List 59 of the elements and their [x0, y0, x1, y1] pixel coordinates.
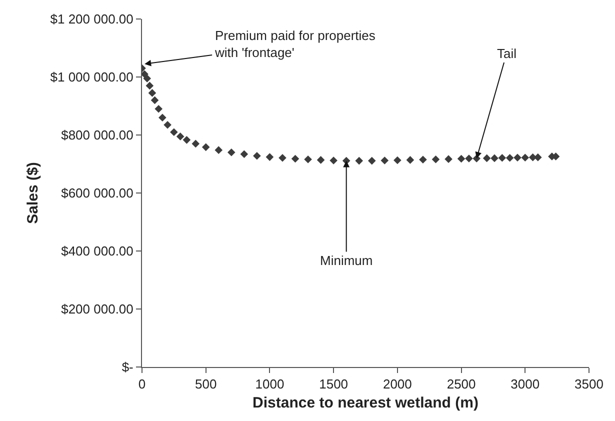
x-tick-label: 2500	[446, 376, 476, 392]
point	[514, 154, 522, 162]
point	[419, 156, 427, 164]
point	[330, 156, 338, 164]
x-tick-label: 1500	[319, 376, 348, 392]
x-tick-label: 0	[138, 376, 146, 392]
point	[304, 155, 312, 164]
point	[150, 96, 159, 104]
y-tick-label: $-	[122, 360, 134, 375]
point	[498, 154, 506, 162]
point	[154, 105, 162, 113]
point	[406, 156, 414, 164]
x-axis-title: Distance to nearest wetland (m)	[252, 394, 478, 412]
x-tick-label: 3500	[574, 376, 604, 392]
annotation: Minimum	[320, 253, 373, 268]
point	[394, 156, 402, 164]
point	[158, 114, 166, 122]
point	[240, 150, 248, 158]
annotation: Tail	[497, 46, 517, 61]
point	[355, 156, 364, 165]
point	[253, 152, 261, 160]
point	[146, 82, 154, 90]
point	[192, 140, 200, 148]
point	[380, 156, 389, 164]
point	[368, 156, 376, 165]
point	[266, 153, 274, 161]
point	[521, 154, 530, 162]
point	[143, 74, 152, 82]
point	[278, 154, 286, 162]
point	[214, 146, 223, 154]
point	[444, 155, 452, 163]
y-axis-title: Sales ($)	[24, 162, 42, 224]
point	[482, 154, 491, 162]
point	[148, 89, 156, 97]
point	[164, 120, 172, 129]
annotation: Premium paid for properties with 'frontage'	[214, 28, 376, 60]
y-tick-label: $400 000.00	[61, 244, 134, 259]
y-tick-label: $1 200 000.00	[50, 12, 134, 27]
y-tick-label: $200 000.00	[61, 302, 134, 317]
y-tick-label: $800 000.00	[61, 128, 134, 143]
x-tick-label: 2000	[382, 376, 412, 392]
y-tick-label: $1 000 000.00	[50, 70, 134, 85]
point	[228, 148, 236, 156]
point	[457, 154, 466, 163]
point	[490, 154, 498, 162]
x-tick-label: 500	[195, 376, 217, 392]
point	[182, 136, 191, 144]
point	[316, 156, 325, 164]
point	[534, 153, 542, 162]
point	[170, 128, 178, 136]
point	[291, 154, 300, 163]
point	[202, 143, 210, 152]
y-tick-label: $600 000.00	[61, 186, 134, 201]
x-tick-label: 3000	[510, 376, 540, 392]
point	[432, 155, 440, 164]
x-tick-label: 1000	[255, 376, 284, 392]
point	[465, 154, 473, 162]
point	[506, 154, 514, 162]
point	[176, 132, 184, 140]
